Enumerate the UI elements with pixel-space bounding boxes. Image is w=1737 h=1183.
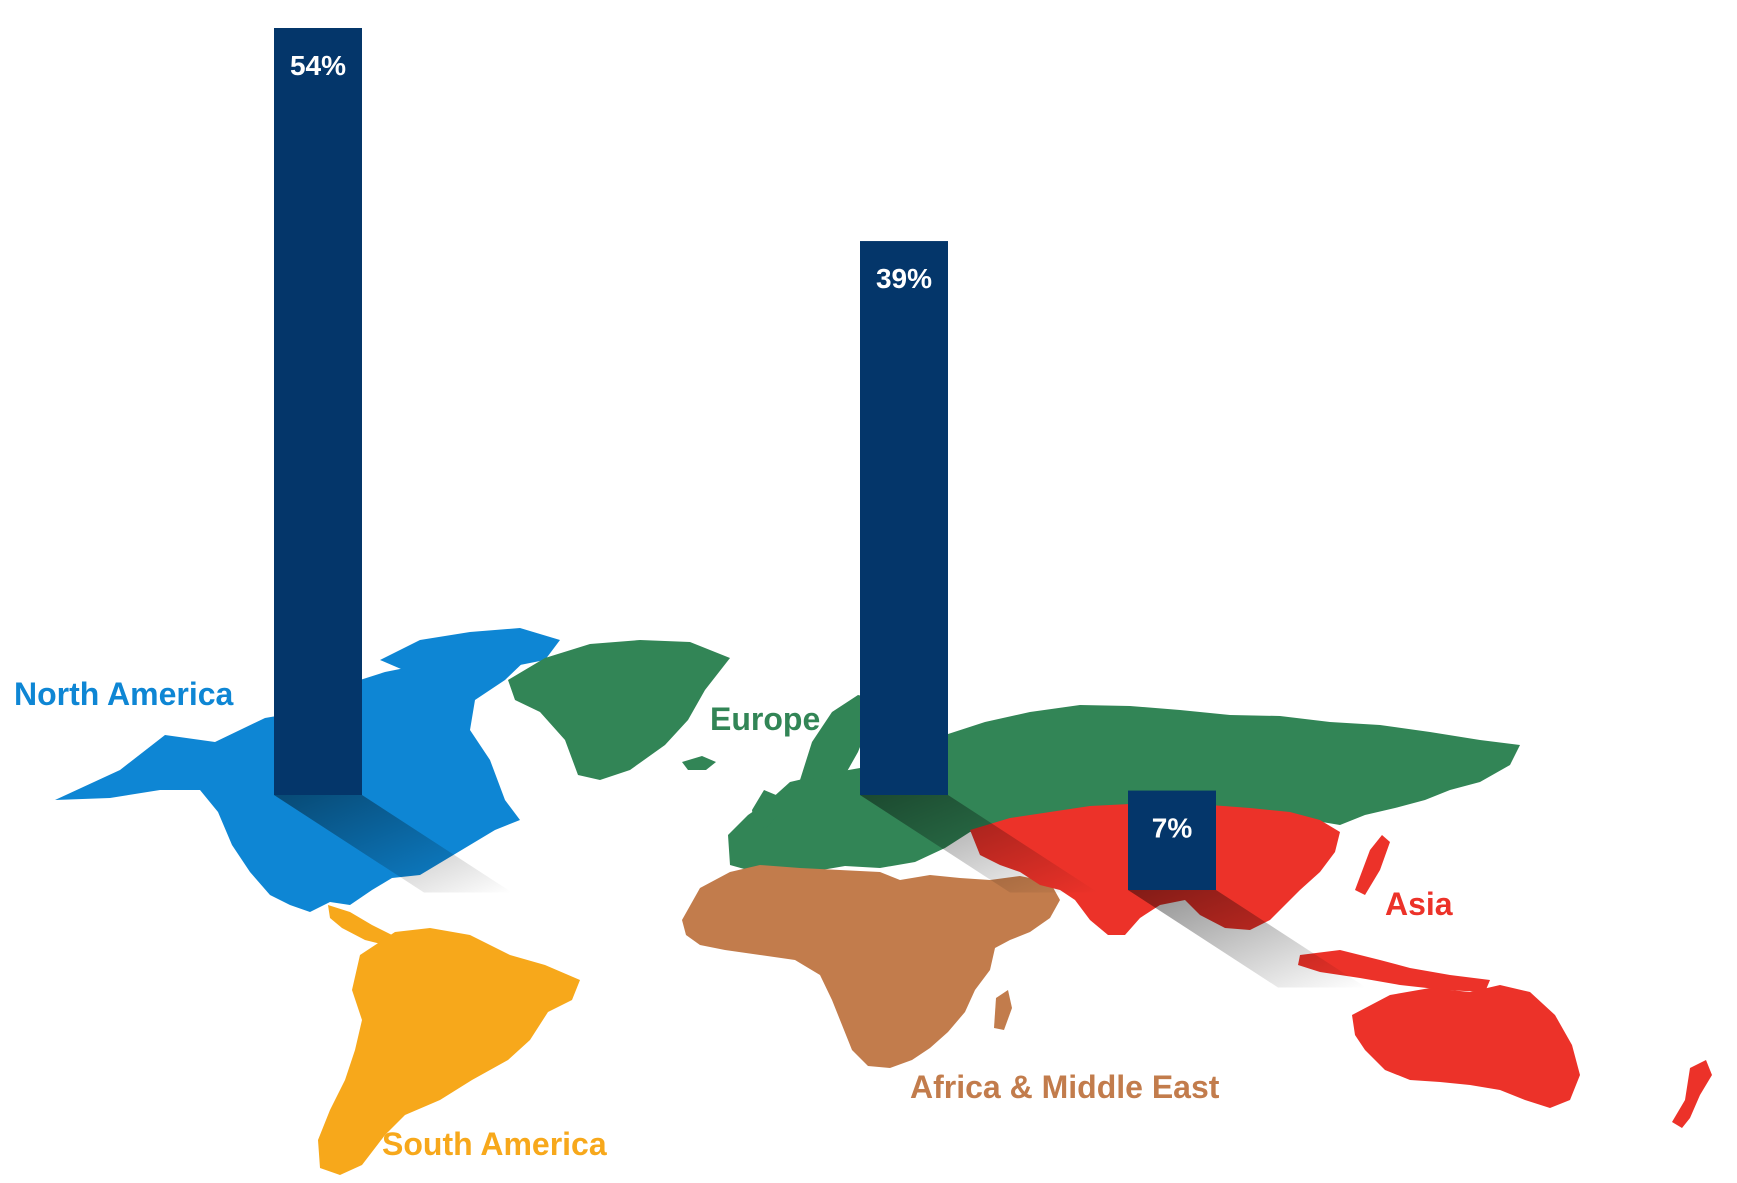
bar-asia [1128,790,1216,890]
continent-british-isles [752,790,778,828]
bar-value-label-north-america: 54% [290,50,346,81]
continent-africa-middle-east [682,865,1060,1068]
bars: 54% 39% 7% [274,28,1366,988]
continent-japan [1355,835,1390,895]
bar-north-america [274,28,362,795]
continent-new-zealand [1672,1060,1712,1128]
bar-value-label-asia: 7% [1152,813,1193,844]
bar-shadow-north-america [274,795,512,893]
bar-value-label-europe: 39% [876,263,932,294]
region-label-asia: Asia [1385,886,1453,922]
bar-shadow-europe [860,795,1098,893]
continent-iceland [682,756,716,770]
continent-north-america-islands [380,628,560,675]
region-label-north-america: North America [14,676,234,712]
continent-se-asia-islands [1298,950,1490,992]
continent-greenland [508,640,730,780]
region-label-africa-middle-east: Africa & Middle East [910,1069,1220,1105]
region-label-south-america: South America [382,1126,607,1162]
bar-europe [860,241,948,796]
continent-central-america [328,905,392,945]
continent-madagascar [994,990,1012,1030]
region-labels: North America South America Europe Afric… [14,676,1453,1162]
continent-australia [1352,985,1580,1108]
region-label-europe: Europe [710,701,820,737]
continent-south-america [318,928,580,1175]
bar-shadow-asia [1128,890,1366,988]
